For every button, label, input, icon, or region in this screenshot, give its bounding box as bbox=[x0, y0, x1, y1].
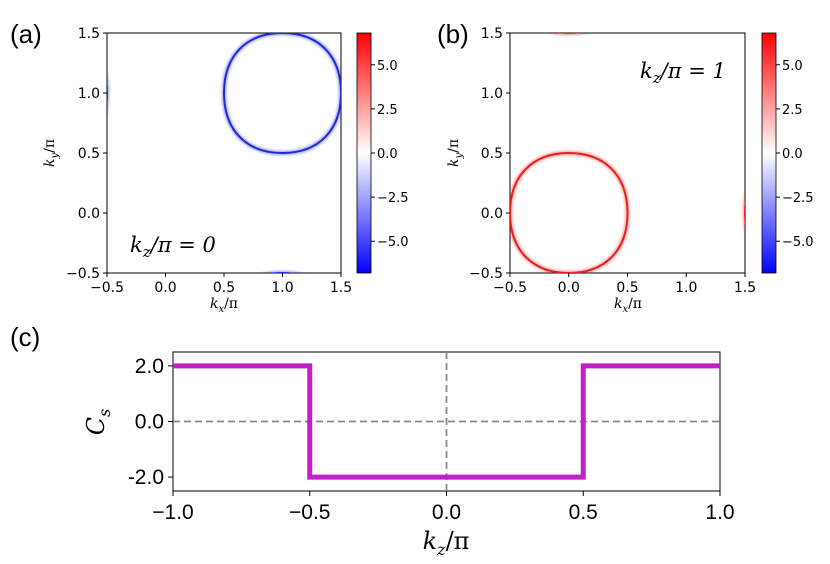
colorbar-tick-label: 0.0 bbox=[377, 147, 398, 162]
x-tick-label: −0.5 bbox=[289, 501, 330, 524]
line-chart-c-xlabel: kz/π bbox=[423, 527, 470, 559]
y-tick-label: 1.0 bbox=[481, 86, 503, 102]
fermi-pocket bbox=[743, 200, 745, 226]
colorbar-tick-label: −5.0 bbox=[782, 235, 814, 250]
x-tick-label: 0.0 bbox=[154, 280, 176, 296]
fermi-pocket-glow bbox=[549, 33, 589, 36]
fermi-pocket-glow bbox=[742, 192, 745, 234]
heatmap-a-annotation: kz/π = 0 bbox=[130, 233, 216, 261]
heatmap-b: −0.5 0.0 0.5 1.0 1.5 −0.5 0.0 0.5 1.0 1.5 kx/π ky… bbox=[446, 0, 830, 315]
x-tick-label: 0.0 bbox=[558, 280, 580, 296]
colorbar-a bbox=[356, 32, 372, 274]
heatmap-b-annotation: kz/π = 1 bbox=[640, 59, 726, 87]
colorbar-tick-label: 2.5 bbox=[782, 103, 803, 118]
heatmap-b-pockets bbox=[510, 0, 830, 273]
panel-label-b: (b) bbox=[437, 19, 469, 49]
colorbar-tick-label: −2.5 bbox=[782, 191, 814, 206]
colorbar-a-ticks: 5.0 2.5 0.0 −2.5 −5.0 bbox=[371, 59, 409, 250]
colorbar-b bbox=[761, 32, 777, 274]
x-tick-label: 1.0 bbox=[675, 280, 697, 296]
y-tick-label: 1.5 bbox=[481, 26, 503, 42]
heatmap-a-xlabel: kx/π bbox=[210, 296, 238, 315]
y-tick-label: 0.0 bbox=[481, 206, 503, 222]
fermi-pocket bbox=[510, 151, 629, 273]
x-tick-label: 1.0 bbox=[271, 280, 293, 296]
fermi-pocket bbox=[556, 33, 581, 35]
x-tick-label: 1.0 bbox=[705, 501, 734, 524]
heatmap-a-ticks: −0.5 0.0 0.5 1.0 1.5 −0.5 0.0 0.5 1.0 1.5 bbox=[66, 26, 352, 296]
x-tick-label: −0.5 bbox=[90, 280, 124, 296]
colorbar-tick-label: 0.0 bbox=[782, 147, 803, 162]
line-chart-c-ticks: −1.0 −0.5 0.0 0.5 1.0 2.0 0.0 -2.0 bbox=[128, 355, 735, 524]
heatmap-b-xlabel: kx/π bbox=[614, 296, 642, 315]
colorbar-tick-label: −2.5 bbox=[377, 191, 409, 206]
x-tick-label: 1.5 bbox=[330, 280, 352, 296]
heatmap-b-ticks: −0.5 0.0 0.5 1.0 1.5 −0.5 0.0 0.5 1.0 1.5 bbox=[469, 26, 756, 296]
panel-label-c: (c) bbox=[10, 322, 40, 352]
y-tick-label: −0.5 bbox=[66, 266, 100, 282]
x-tick-label: −1.0 bbox=[152, 501, 193, 524]
heatmap-a-pockets bbox=[107, 33, 341, 273]
fermi-pocket bbox=[222, 33, 341, 155]
fermi-pocket-glow bbox=[745, 0, 830, 33]
colorbar-tick-label: 5.0 bbox=[782, 59, 803, 74]
y-tick-label: 0.0 bbox=[135, 411, 164, 434]
y-tick-label: 0.5 bbox=[78, 146, 100, 162]
y-tick-label: 0.5 bbox=[481, 146, 503, 162]
x-tick-label: 0.0 bbox=[432, 501, 461, 524]
fermi-pocket bbox=[745, 0, 830, 33]
y-tick-label: -2.0 bbox=[128, 466, 164, 489]
heatmap-a-ylabel: ky/π bbox=[42, 139, 61, 167]
line-chart-c-ylabel: Cs bbox=[82, 409, 114, 436]
colorbar-b-ticks: 5.0 2.5 0.0 −2.5 −5.0 bbox=[776, 59, 814, 250]
y-tick-label: 0.0 bbox=[78, 206, 100, 222]
heatmap-b-ylabel: ky/π bbox=[446, 139, 465, 167]
colorbar-tick-label: 5.0 bbox=[377, 59, 398, 74]
y-tick-label: −0.5 bbox=[469, 266, 503, 282]
x-tick-label: 1.5 bbox=[734, 280, 756, 296]
panel-label-a: (a) bbox=[10, 19, 42, 49]
x-tick-label: −0.5 bbox=[493, 280, 527, 296]
y-tick-label: 1.5 bbox=[78, 26, 100, 42]
x-tick-label: 0.5 bbox=[213, 280, 235, 296]
y-tick-label: 2.0 bbox=[135, 355, 164, 378]
x-tick-label: 0.5 bbox=[569, 501, 598, 524]
y-tick-label: 1.0 bbox=[78, 86, 100, 102]
x-tick-label: 0.5 bbox=[616, 280, 638, 296]
series-line-cs bbox=[173, 363, 720, 480]
colorbar-tick-label: 2.5 bbox=[377, 103, 398, 118]
line-chart-c: −1.0 −0.5 0.0 0.5 1.0 2.0 0.0 -2.0 kz/π Cs bbox=[82, 351, 735, 559]
colorbar-tick-label: −5.0 bbox=[377, 235, 409, 250]
heatmap-a: −0.5 0.0 0.5 1.0 1.5 −0.5 0.0 0.5 1.0 1.5 kx/π ky… bbox=[42, 26, 409, 315]
